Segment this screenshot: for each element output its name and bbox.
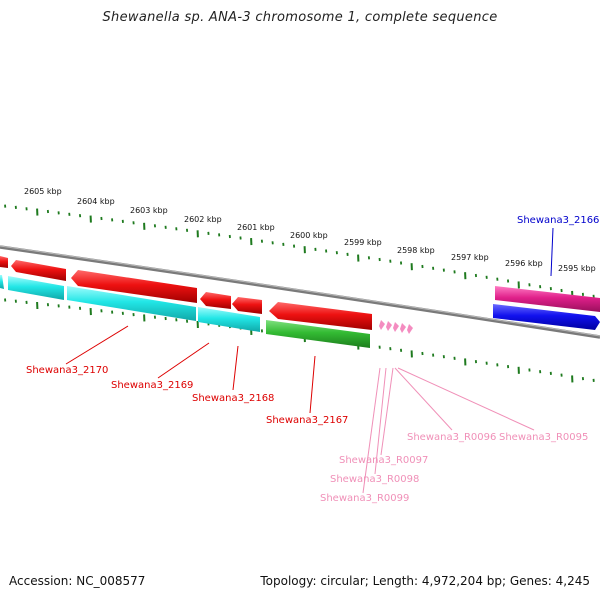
kbp-labels: 2605 kbp 2604 kbp 2603 kbp 2602 kbp 2601… [24, 187, 596, 273]
genome-info-label: Topology: circular; Length: 4,972,204 bp… [260, 574, 590, 588]
gene-label-shewana3-r0099[interactable]: Shewana3_R0099 [320, 493, 409, 504]
chromosome-backbone [0, 245, 600, 339]
gene-label-shewana3-r0096[interactable]: Shewana3_R0096 [407, 432, 496, 443]
gene-label-shewana3-r0095[interactable]: Shewana3_R0095 [499, 432, 588, 443]
kbp-label: 2597 kbp [451, 253, 489, 262]
kbp-label: 2599 kbp [344, 238, 382, 247]
kbp-label: 2603 kbp [130, 206, 168, 215]
kbp-label: 2600 kbp [290, 231, 328, 240]
gene-arrow-magenta-shewana3-2166[interactable] [495, 286, 600, 312]
label-connectors [65, 227, 554, 494]
gene-arrow-cyan-shewana3-2168[interactable] [198, 307, 260, 332]
kbp-label: 2595 kbp [558, 264, 596, 273]
gene-arrow-cyan-shewana3-2169[interactable] [67, 286, 196, 321]
gene-label-shewana3-2170[interactable]: Shewana3_2170 [26, 365, 108, 376]
gene-arrow-red-5[interactable] [269, 302, 372, 330]
kbp-label: 2605 kbp [24, 187, 62, 196]
gene-arrow-red-1[interactable] [0, 256, 8, 268]
gene-arrow-green-shewana3-2167[interactable] [266, 320, 370, 348]
kbp-label: 2601 kbp [237, 223, 275, 232]
gene-arrow-cyan-2[interactable] [8, 276, 64, 300]
gene-label-shewana3-2166[interactable]: Shewana3_2166 [517, 215, 599, 226]
kbp-label: 2596 kbp [505, 259, 543, 268]
gene-label-shewana3-r0098[interactable]: Shewana3_R0098 [330, 474, 419, 485]
gene-label-shewana3-2168[interactable]: Shewana3_2168 [192, 393, 274, 404]
gene-label-shewana3-r0097[interactable]: Shewana3_R0097 [339, 455, 428, 466]
kbp-label: 2602 kbp [184, 215, 222, 224]
map-title: Shewanella sp. ANA-3 chromosome 1, compl… [102, 10, 498, 25]
accession-label: Accession: NC_008577 [9, 574, 146, 588]
outer-scale-ticks [4, 204, 595, 298]
gene-arrow-red-2[interactable] [11, 260, 66, 281]
gene-arrow-blue[interactable] [493, 304, 600, 330]
gene-arrow-red-shewana3-2170[interactable] [71, 270, 197, 303]
gene-arrow-red-3[interactable] [200, 292, 231, 309]
rna-gene-markers[interactable] [379, 320, 413, 334]
gene-arrow-cyan-1[interactable] [0, 275, 4, 289]
gene-labels: Shewana3_2166 Shewana3_2170 Shewana3_216… [26, 215, 599, 504]
kbp-label: 2598 kbp [397, 246, 435, 255]
gene-arrow-red-4[interactable] [232, 297, 262, 314]
kbp-label: 2604 kbp [77, 197, 115, 206]
gene-label-shewana3-2169[interactable]: Shewana3_2169 [111, 380, 193, 391]
gene-label-shewana3-2167[interactable]: Shewana3_2167 [266, 415, 348, 426]
